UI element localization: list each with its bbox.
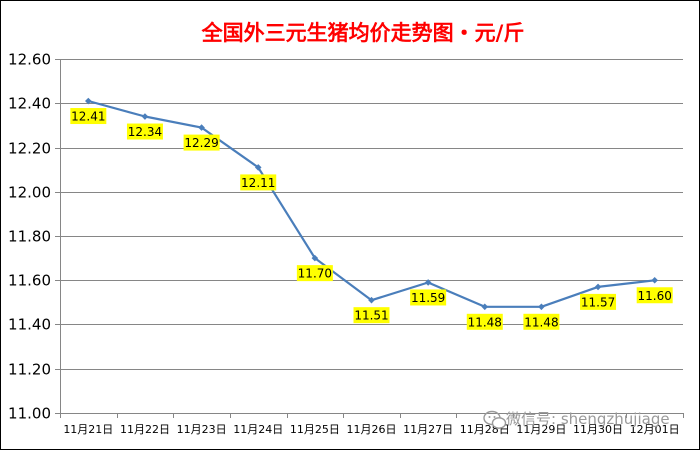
- data-label: 11.57: [580, 293, 617, 310]
- data-point: [85, 97, 92, 105]
- data-label-box: [183, 134, 220, 151]
- data-point: [198, 124, 205, 131]
- y-tick-label: 11.80: [8, 228, 51, 246]
- data-label-text: 12.11: [241, 176, 275, 190]
- x-tick-label: 11月30日: [573, 423, 623, 436]
- data-point: [311, 254, 319, 262]
- x-axis: 11月21日 11月22日 11月23日 11月24日 11月25日 11月26日 11月2…: [60, 413, 684, 436]
- data-label-text: 11.57: [581, 295, 615, 309]
- y-tick-label: 11.00: [8, 405, 51, 423]
- data-label: 11.60: [636, 287, 673, 304]
- y-tick-label: 11.60: [8, 272, 51, 290]
- data-label-box: [240, 174, 277, 191]
- wechat-logo-icon: [483, 410, 507, 429]
- data-label: 11.51: [353, 307, 390, 324]
- chart-title: 全国外三元生猪均价走势图・元/斤: [201, 21, 525, 45]
- y-tick-label: 12.20: [8, 140, 51, 158]
- grid-lines: [60, 59, 683, 414]
- data-label: 12.29: [183, 134, 220, 151]
- watermark: 微信号: shengzhujiage: [483, 410, 670, 429]
- data-label-text: 11.48: [524, 315, 558, 329]
- data-point: [141, 113, 149, 120]
- x-tick-label: 11月21日: [63, 423, 113, 436]
- data-point: [594, 283, 602, 291]
- x-tick-label: 11月24日: [233, 423, 283, 436]
- data-label: 12.41: [70, 108, 107, 125]
- data-label-box: [126, 123, 163, 140]
- data-point: [481, 303, 489, 311]
- data-label: 12.11: [240, 174, 277, 191]
- data-label-box: [410, 289, 447, 306]
- data-point: [254, 164, 262, 171]
- y-tick-label: 11.40: [8, 316, 51, 334]
- data-label: 11.48: [523, 313, 560, 330]
- data-label-box: [296, 265, 333, 282]
- data-label-text: 11.51: [354, 309, 388, 323]
- x-tick-label: 11月23日: [177, 423, 227, 436]
- data-label: 11.59: [410, 289, 447, 306]
- data-label-box: [580, 293, 617, 310]
- data-label-text: 11.60: [638, 289, 672, 303]
- data-series: [85, 97, 658, 311]
- x-tick-label: 11月29日: [516, 423, 566, 436]
- data-label-text: 11.48: [468, 315, 502, 329]
- data-label-text: 12.29: [184, 136, 218, 150]
- y-tick-label: 12.00: [8, 184, 51, 202]
- x-tick-label: 11月26日: [347, 423, 397, 436]
- data-label-text: 12.34: [128, 125, 162, 139]
- data-label: 11.70: [296, 265, 333, 282]
- data-point: [538, 303, 545, 311]
- data-point: [651, 276, 658, 284]
- data-label-box: [353, 307, 390, 324]
- data-label-text: 12.41: [71, 110, 105, 124]
- y-tick-label: 12.40: [8, 95, 51, 113]
- data-point: [368, 296, 375, 304]
- data-labels: 12.41 12.34 12.29 12.11 11.70 11.51 11.59 11.48…: [70, 108, 673, 330]
- data-label-text: 11.59: [411, 291, 445, 305]
- x-tick-label: 11月25日: [290, 423, 340, 436]
- data-label-box: [466, 313, 503, 330]
- x-tick-label: 11月27日: [403, 423, 453, 436]
- data-label-box: [523, 313, 560, 330]
- watermark-text: 微信号: shengzhujiage: [506, 410, 670, 428]
- y-tick-label: 11.20: [8, 361, 51, 379]
- y-tick-label: 12.60: [8, 51, 51, 69]
- data-label-box: [70, 108, 107, 125]
- data-label: 12.34: [126, 123, 163, 140]
- data-point: [424, 279, 432, 286]
- y-axis: 11.00 11.20 11.40 11.60 11.80 12.00 12.20 12.40…: [8, 51, 61, 423]
- x-tick-label: 12月01日: [630, 423, 680, 436]
- data-label-text: 11.70: [298, 267, 332, 281]
- data-label: 11.48: [466, 313, 503, 330]
- x-tick-label: 11月22日: [120, 423, 170, 436]
- data-label-box: [636, 287, 673, 304]
